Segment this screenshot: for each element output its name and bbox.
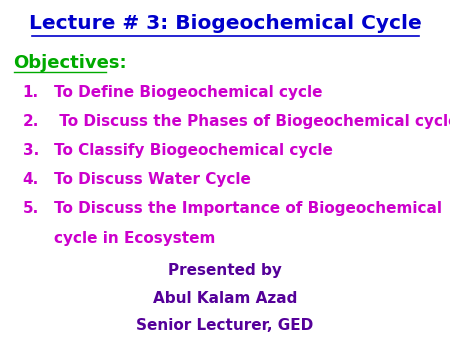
Text: To Classify Biogeochemical cycle: To Classify Biogeochemical cycle — [54, 143, 333, 158]
Text: Senior Lecturer, GED: Senior Lecturer, GED — [136, 318, 314, 333]
Text: 3.: 3. — [22, 143, 39, 158]
Text: cycle in Ecosystem: cycle in Ecosystem — [54, 231, 216, 245]
Text: Lecture # 3: Biogeochemical Cycle: Lecture # 3: Biogeochemical Cycle — [29, 14, 421, 32]
Text: Abul Kalam Azad: Abul Kalam Azad — [153, 291, 297, 306]
Text: To Define Biogeochemical cycle: To Define Biogeochemical cycle — [54, 85, 323, 100]
Text: To Discuss Water Cycle: To Discuss Water Cycle — [54, 172, 251, 187]
Text: 1.: 1. — [22, 85, 39, 100]
Text: To Discuss the Importance of Biogeochemical: To Discuss the Importance of Biogeochemi… — [54, 201, 442, 216]
Text: 5.: 5. — [22, 201, 39, 216]
Text: 2.: 2. — [22, 114, 39, 129]
Text: 4.: 4. — [22, 172, 39, 187]
Text: To Discuss the Phases of Biogeochemical cycle: To Discuss the Phases of Biogeochemical … — [54, 114, 450, 129]
Text: Objectives:: Objectives: — [14, 54, 127, 72]
Text: Presented by: Presented by — [168, 263, 282, 278]
